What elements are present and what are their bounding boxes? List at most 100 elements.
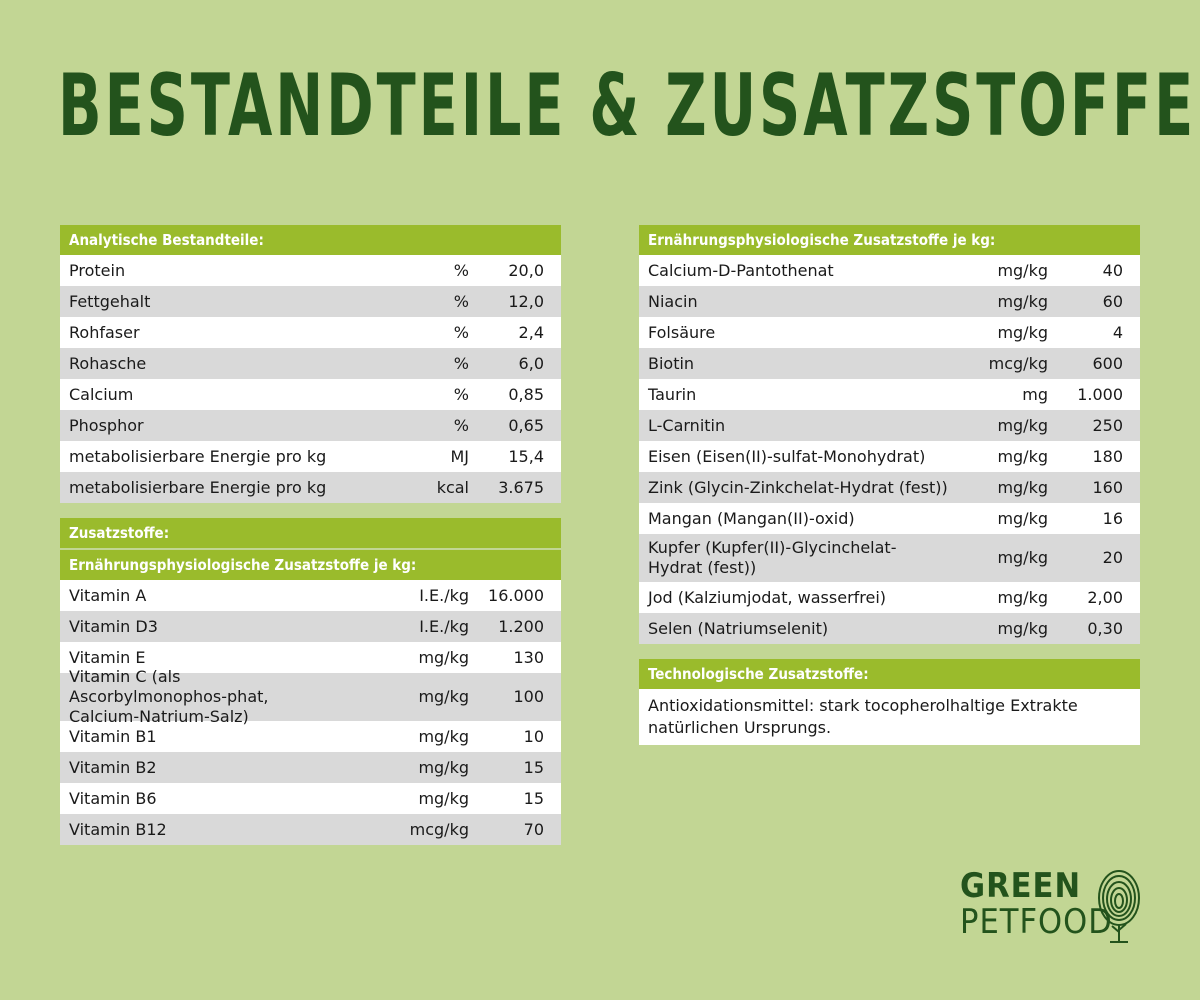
- row-value: 3.675: [498, 477, 544, 497]
- row-unit: mg/kg: [997, 260, 1048, 280]
- row-unit: %: [453, 415, 469, 435]
- table-row: Rohasche % 6,0: [60, 348, 561, 379]
- row-unit: mg/kg: [418, 757, 469, 777]
- row-unit: mg/kg: [997, 587, 1048, 607]
- row-unit: mg/kg: [997, 291, 1048, 311]
- logo-line1: GREEN: [960, 866, 1082, 906]
- row-unit: I.E./kg: [419, 616, 469, 636]
- row-unit: %: [453, 260, 469, 280]
- row-unit: %: [453, 291, 469, 311]
- table-row: Biotin mcg/kg 600: [639, 348, 1140, 379]
- row-name: Phosphor: [69, 415, 144, 435]
- fingerprint-tree-icon: [1098, 870, 1140, 943]
- row-value: 2,00: [1087, 587, 1123, 607]
- table-row: Jod (Kalziumjodat, wasserfrei) mg/kg 2,0…: [639, 582, 1140, 613]
- row-value: 0,65: [508, 415, 544, 435]
- row-unit: mg/kg: [418, 726, 469, 746]
- row-name: Kupfer (Kupfer(II)-Glycinchelat-Hydrat (…: [648, 538, 897, 577]
- table-row: Rohfaser % 2,4: [60, 317, 561, 348]
- table-row: Taurin mg 1.000: [639, 379, 1140, 410]
- row-name: Rohasche: [69, 353, 147, 373]
- additives-header: Zusatzstoffe:: [60, 518, 561, 548]
- row-name: Jod (Kalziumjodat, wasserfrei): [648, 587, 887, 607]
- row-name: Vitamin B1: [69, 726, 157, 746]
- table-row: Vitamin A I.E./kg 16.000: [60, 580, 561, 611]
- row-unit: mg/kg: [418, 788, 469, 808]
- row-name: Vitamin A: [69, 585, 147, 605]
- table-row: L-Carnitin mg/kg 250: [639, 410, 1140, 441]
- row-value: 160: [1092, 477, 1123, 497]
- table-row: Vitamin D3 I.E./kg 1.200: [60, 611, 561, 642]
- row-name: Biotin: [648, 353, 695, 373]
- row-value: 15: [523, 757, 544, 777]
- row-value: 40: [1102, 260, 1123, 280]
- row-value: 12,0: [508, 291, 544, 311]
- row-unit: MJ: [450, 446, 469, 466]
- row-name: Vitamin B6: [69, 788, 157, 808]
- row-value: 16.000: [488, 585, 544, 605]
- table-row: Vitamin B6 mg/kg 15: [60, 783, 561, 814]
- row-name: Rohfaser: [69, 322, 140, 342]
- table-row: metabolisierbare Energie pro kg MJ 15,4: [60, 441, 561, 472]
- row-name: Niacin: [648, 291, 698, 311]
- table-row: Vitamin C (als Ascorbylmonophos-phat, Ca…: [60, 667, 561, 726]
- row-name: Protein: [69, 260, 126, 280]
- row-name: Vitamin B2: [69, 757, 157, 777]
- row-value: 100: [513, 687, 544, 706]
- table-row: Calcium-D-Pantothenat mg/kg 40: [639, 255, 1140, 286]
- nutri-header-left: Ernährungsphysiologische Zusatzstoffe je…: [60, 548, 561, 580]
- row-value: 180: [1092, 446, 1123, 466]
- row-name: Fettgehalt: [69, 291, 151, 311]
- row-value: 0,85: [508, 384, 544, 404]
- table-row: Niacin mg/kg 60: [639, 286, 1140, 317]
- row-value: 250: [1092, 415, 1123, 435]
- row-name: metabolisierbare Energie pro kg: [69, 477, 327, 497]
- analytic-header: Analytische Bestandteile:: [60, 225, 561, 255]
- table-row: Kupfer (Kupfer(II)-Glycinchelat-Hydrat (…: [639, 534, 1140, 582]
- table-row: Vitamin B2 mg/kg 15: [60, 752, 561, 783]
- brand-logo: GREEN PETFOOD: [960, 866, 1150, 946]
- row-name: L-Carnitin: [648, 415, 726, 435]
- logo-line2: PETFOOD: [960, 902, 1113, 942]
- table-row: Mangan (Mangan(II)-oxid) mg/kg 16: [639, 503, 1140, 534]
- left-panel: Analytische Bestandteile: Protein % 20,0…: [60, 225, 561, 845]
- row-name: Taurin: [648, 384, 697, 404]
- row-name: Eisen (Eisen(II)-sulfat-Monohydrat): [648, 446, 926, 466]
- table-row: Selen (Natriumselenit) mg/kg 0,30: [639, 613, 1140, 644]
- row-name: Selen (Natriumselenit): [648, 618, 829, 638]
- row-name: Vitamin E: [69, 647, 146, 667]
- row-unit: mg/kg: [418, 647, 469, 667]
- row-value: 20,0: [508, 260, 544, 280]
- nutri-header-right: Ernährungsphysiologische Zusatzstoffe je…: [639, 225, 1140, 255]
- table-row: Protein % 20,0: [60, 255, 561, 286]
- row-unit: mg/kg: [997, 322, 1048, 342]
- table-row: Vitamin E mg/kg 130: [60, 642, 561, 673]
- row-name: Zink (Glycin-Zinkchelat-Hydrat (fest)): [648, 477, 948, 497]
- row-unit: mcg/kg: [988, 353, 1048, 373]
- row-name: Vitamin B12: [69, 819, 167, 839]
- row-value: 2,4: [518, 322, 544, 342]
- row-value: 4: [1112, 322, 1123, 342]
- row-unit: mg/kg: [997, 477, 1048, 497]
- row-unit: %: [453, 322, 469, 342]
- row-value: 16: [1102, 508, 1123, 528]
- row-value: 15: [523, 788, 544, 808]
- row-unit: %: [453, 384, 469, 404]
- row-name: Vitamin D3: [69, 616, 158, 636]
- row-unit: mg/kg: [997, 446, 1048, 466]
- row-unit: mg/kg: [997, 618, 1048, 638]
- row-name: Vitamin C (als Ascorbylmonophos-phat, Ca…: [69, 667, 269, 726]
- tech-text: Antioxidationsmittel: stark tocopherolha…: [639, 689, 1140, 745]
- row-value: 20: [1102, 548, 1123, 567]
- table-row: Vitamin B12 mcg/kg 70: [60, 814, 561, 845]
- row-unit: mg/kg: [997, 415, 1048, 435]
- row-value: 600: [1092, 353, 1123, 373]
- row-unit: mg: [1022, 384, 1048, 404]
- row-unit: mg/kg: [418, 687, 469, 706]
- row-value: 60: [1102, 291, 1123, 311]
- row-name: Folsäure: [648, 322, 716, 342]
- table-row: metabolisierbare Energie pro kg kcal 3.6…: [60, 472, 561, 503]
- row-name: Calcium-D-Pantothenat: [648, 260, 834, 280]
- table-row: Folsäure mg/kg 4: [639, 317, 1140, 348]
- row-name: metabolisierbare Energie pro kg: [69, 446, 327, 466]
